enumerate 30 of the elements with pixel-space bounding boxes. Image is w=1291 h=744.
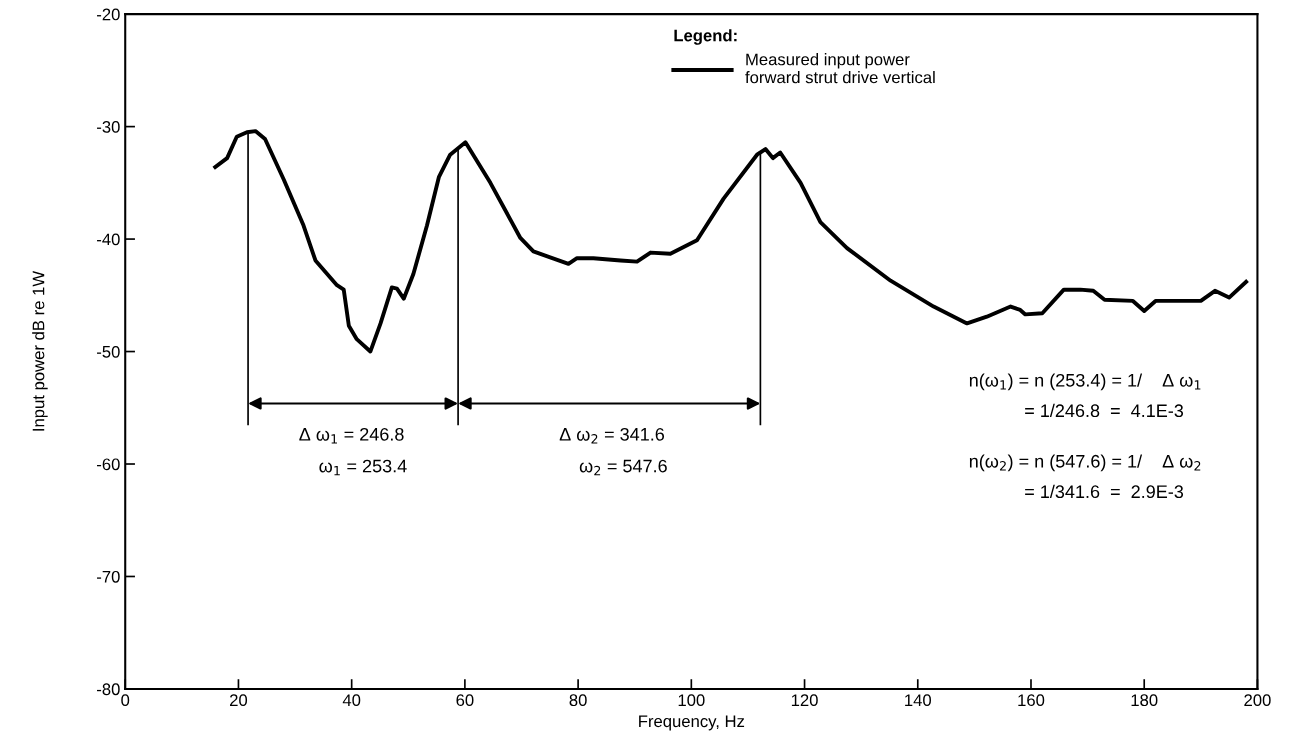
annotation: Δ ω$_{2}$ = 341.6 (559, 427, 665, 444)
legend-label: Measured input power forward strut drive vertical (745, 53, 935, 84)
y-tick-label: -30 (97, 121, 120, 133)
x-tick-label: 100 (678, 694, 705, 707)
x-tick-label: 140 (905, 694, 932, 707)
y-tick-label: -50 (97, 345, 120, 358)
annotation: n(ω$_{1}$) = n (253.4) = 1/ Δ ω$_{1}$ (969, 373, 1201, 391)
x-tick-label: 120 (791, 694, 818, 707)
annotation: ω$_{1}$ = 253.4 (319, 459, 407, 476)
x-tick-label: 0 (121, 694, 130, 707)
x-tick-label: 40 (342, 694, 361, 707)
annotation: = 1/341.6 = 2.9E-3 (1025, 484, 1184, 499)
y-tick-label: -60 (97, 458, 120, 471)
x-tick-label: 200 (1244, 694, 1271, 707)
y-tick-label: -70 (97, 570, 120, 583)
legend-title: Legend: (674, 29, 737, 45)
y-tick-label: -80 (97, 683, 120, 696)
x-tick-label: 80 (569, 694, 587, 707)
y-tick-label: -40 (97, 233, 120, 246)
x-tick-label: 180 (1131, 694, 1158, 707)
annotation: Δ ω$_{1}$ = 246.8 (299, 427, 404, 444)
annotation: n(ω$_{2}$) = n (547.6) = 1/ Δ ω$_{2}$ (969, 454, 1201, 472)
x-tick-label: 60 (456, 694, 474, 707)
annotation: ω$_{2}$ = 547.6 (579, 459, 667, 476)
y-tick-label: -20 (97, 8, 120, 21)
annotation: = 1/246.8 = 4.1E-3 (1025, 403, 1184, 418)
x-tick-label: 20 (230, 694, 248, 707)
x-axis-title: Frequency, Hz (639, 715, 745, 731)
x-tick-label: 160 (1018, 694, 1045, 707)
y-axis-title: Input power dB re 1W (32, 271, 48, 431)
